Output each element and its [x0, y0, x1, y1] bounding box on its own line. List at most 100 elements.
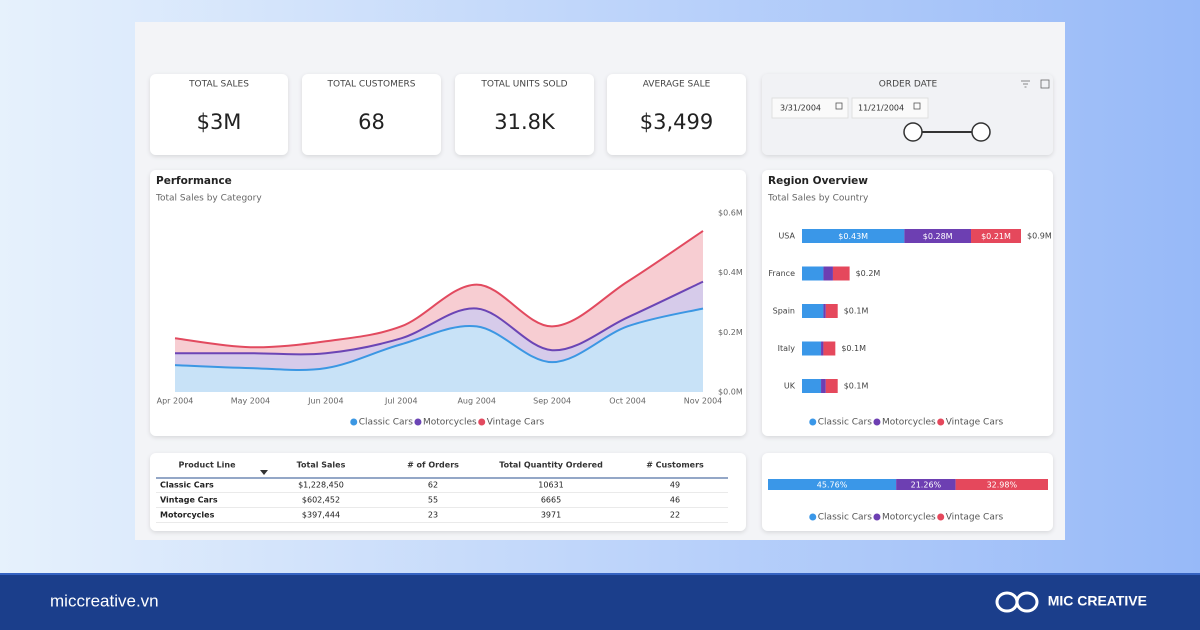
footer-site: miccreative.vn — [50, 591, 159, 610]
bar-segment — [821, 341, 824, 356]
legend-marker — [478, 418, 486, 426]
footer-brand: MIC CREATIVE — [1048, 593, 1147, 609]
legend-marker — [350, 418, 358, 426]
calendar-icon[interactable] — [913, 102, 921, 110]
filter-icon[interactable] — [1021, 80, 1030, 88]
date-title: ORDER DATE — [879, 80, 938, 90]
bar-segment — [802, 266, 824, 281]
y-tick-label: Spain — [773, 307, 795, 316]
kpi-card — [302, 74, 441, 155]
kpi-value: 68 — [358, 110, 385, 134]
table-cell: 22 — [670, 511, 680, 520]
bar-segment — [955, 479, 1048, 490]
legend-marker — [873, 418, 881, 426]
legend-marker — [414, 418, 422, 426]
kpi-value: $3M — [197, 110, 242, 134]
value-label: 45.76% — [817, 481, 848, 490]
column-header: Total Sales — [297, 461, 346, 470]
legend-label: Classic Cars — [818, 418, 872, 428]
area-fill — [175, 230, 703, 355]
column-header: Total Quantity Ordered — [499, 461, 603, 470]
table-cell: 6665 — [541, 496, 561, 505]
value-label: 32.98% — [987, 481, 1018, 490]
legend-label: Motorcycles — [423, 418, 477, 428]
calendar-icons — [835, 102, 921, 110]
logo — [995, 591, 1039, 613]
kpi-label: TOTAL SALES — [188, 80, 249, 90]
legend-marker — [937, 513, 945, 521]
table-cell: 46 — [670, 496, 680, 505]
legend-marker — [809, 513, 817, 521]
table-cell: Classic Cars — [160, 481, 214, 490]
series-line — [174, 230, 704, 349]
region-card — [762, 170, 1053, 436]
footer-border — [0, 573, 1200, 575]
table-cell: 23 — [428, 511, 438, 520]
expand-icon[interactable] — [1040, 79, 1050, 89]
series-line — [174, 307, 704, 372]
kpi-value: $3,499 — [640, 110, 713, 134]
x-tick-label: Sep 2004 — [533, 397, 571, 406]
value-label: 21.26% — [911, 481, 942, 490]
area-fill — [175, 308, 703, 392]
bar-segment — [971, 229, 1021, 243]
bar-segment — [768, 479, 897, 490]
range-slider-handle[interactable] — [903, 122, 923, 142]
x-tick-label: Oct 2004 — [609, 397, 646, 406]
legend-marker — [873, 513, 881, 521]
table-cell: $1,228,450 — [298, 481, 344, 490]
chart-title: Performance — [156, 175, 232, 187]
kpi-card — [455, 74, 594, 155]
column-header: # Customers — [646, 461, 704, 470]
footer — [0, 573, 1200, 630]
bar-segment — [823, 304, 826, 318]
series-line — [174, 280, 704, 356]
kpi-label: TOTAL UNITS SOLD — [480, 80, 567, 90]
bar-segment — [802, 379, 822, 393]
legend-label: Vintage Cars — [946, 418, 1004, 428]
y-tick-label: $0.2M — [718, 328, 743, 337]
table-cell: 55 — [428, 496, 438, 505]
total-label: $0.1M — [841, 344, 866, 353]
legend-label: Motorcycles — [882, 513, 936, 523]
start-date: 3/31/2004 — [780, 104, 821, 113]
bar-segment — [832, 266, 850, 281]
range-slider-handle[interactable] — [971, 122, 991, 142]
bar-segment — [823, 341, 836, 356]
y-tick-label: USA — [778, 232, 795, 241]
bar-segment — [825, 304, 838, 318]
table-cell: 10631 — [538, 481, 563, 490]
table-cell: $397,444 — [302, 511, 340, 520]
x-tick-label: Aug 2004 — [457, 397, 496, 406]
bar-segment — [904, 229, 972, 243]
end-date-input[interactable] — [851, 97, 929, 119]
bar-segment — [802, 341, 822, 356]
table-cell: $602,452 — [302, 496, 340, 505]
start-date-input[interactable] — [771, 97, 849, 119]
y-tick-label: UK — [784, 382, 796, 391]
table-cell: 62 — [428, 481, 438, 490]
y-tick-label: $0.6M — [718, 209, 743, 218]
kpi-card — [150, 74, 288, 155]
sort-icon[interactable] — [260, 470, 268, 475]
column-header: Product Line — [178, 461, 236, 470]
legend-marker — [937, 418, 945, 426]
legend-label: Classic Cars — [818, 513, 872, 523]
total-label: $0.1M — [844, 307, 869, 316]
kpi-label: TOTAL CUSTOMERS — [327, 80, 416, 90]
y-tick-label: Italy — [778, 344, 796, 353]
column-header: # of Orders — [407, 461, 459, 470]
x-tick-label: Nov 2004 — [684, 397, 723, 406]
y-tick-label: France — [768, 269, 795, 278]
total-label: $0.2M — [856, 269, 881, 278]
bar-segment — [821, 379, 826, 393]
legend-label: Motorcycles — [882, 418, 936, 428]
legend-label: Classic Cars — [359, 418, 413, 428]
kpi-card — [607, 74, 746, 155]
calendar-icon[interactable] — [835, 102, 843, 110]
legend-marker — [809, 418, 817, 426]
kpi-value: 31.8K — [494, 110, 556, 134]
table-cell: 49 — [670, 481, 680, 490]
